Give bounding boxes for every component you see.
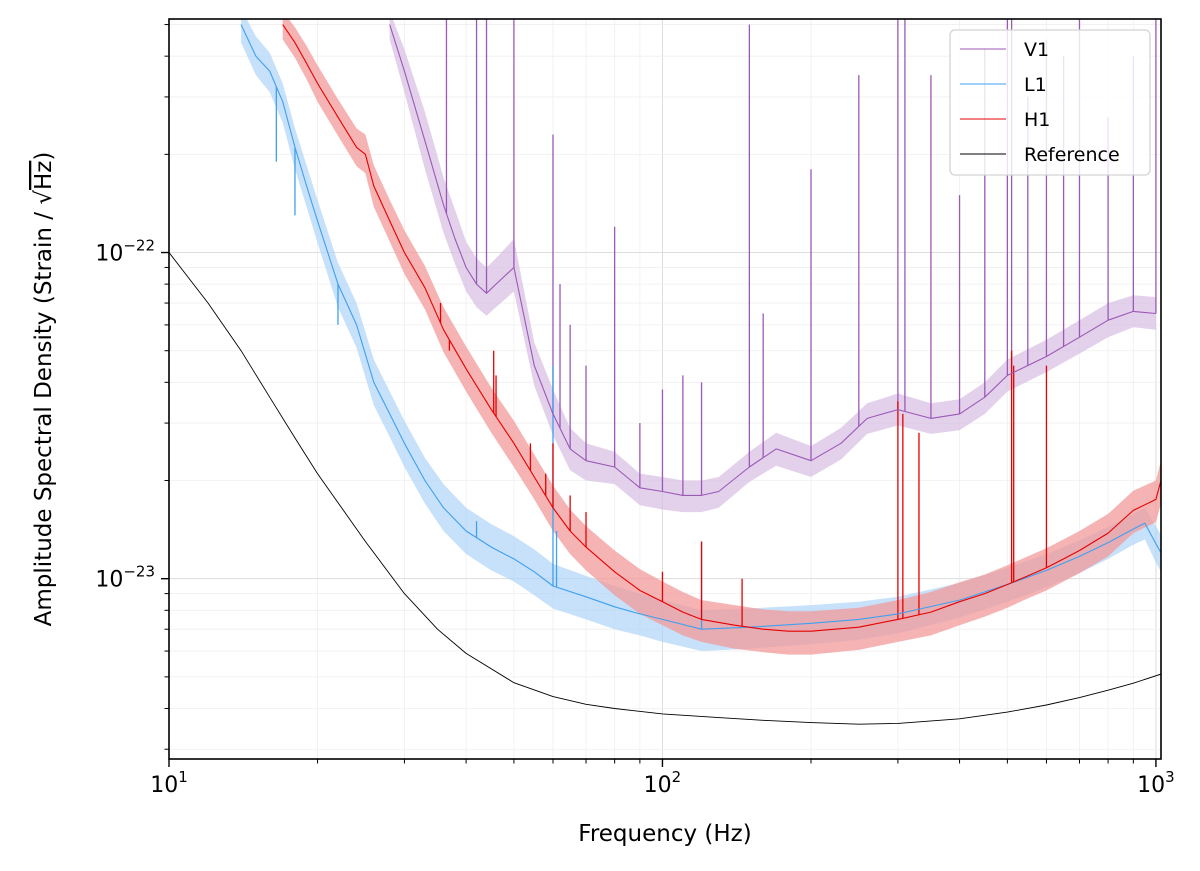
legend-label-reference: Reference <box>1024 144 1120 166</box>
y-axis-title-suffix: ) <box>31 152 57 161</box>
x-tick-label: 103 <box>1137 768 1175 798</box>
y-axis-title: Amplitude Spectral Density (Strain / √Hz… <box>31 152 57 627</box>
y-axis-title-sqrt: √ <box>31 190 57 205</box>
y-tick-label: 10−23 <box>95 563 155 593</box>
legend-label-h1: H1 <box>1024 109 1050 131</box>
legend-label-v1: V1 <box>1024 39 1049 61</box>
legend: V1 L1 H1 Reference <box>949 29 1151 176</box>
y-tick-label: 10−22 <box>95 237 155 267</box>
ticks-layer: 101 102 103 10−23 10−22 <box>95 24 1175 798</box>
legend-box <box>949 29 1151 176</box>
series-line-v1 <box>389 24 1156 496</box>
legend-entries: V1 L1 H1 Reference <box>960 39 1120 166</box>
x-tick-label: 102 <box>644 768 682 798</box>
x-tick-label: 101 <box>150 768 188 798</box>
series-line-l1 <box>240 24 1161 630</box>
series-line-reference <box>169 252 1161 725</box>
band-h1 <box>282 19 1161 655</box>
y-axis-title-prefix: Amplitude Spectral Density (Strain / <box>31 205 57 627</box>
series-line-h1 <box>282 24 1161 632</box>
legend-label-l1: L1 <box>1024 74 1047 96</box>
plot-frame <box>168 18 1162 760</box>
x-axis-title: Frequency (Hz) <box>578 821 751 847</box>
y-axis-title-hz: Hz <box>31 161 57 190</box>
bands-layer <box>241 19 1161 655</box>
